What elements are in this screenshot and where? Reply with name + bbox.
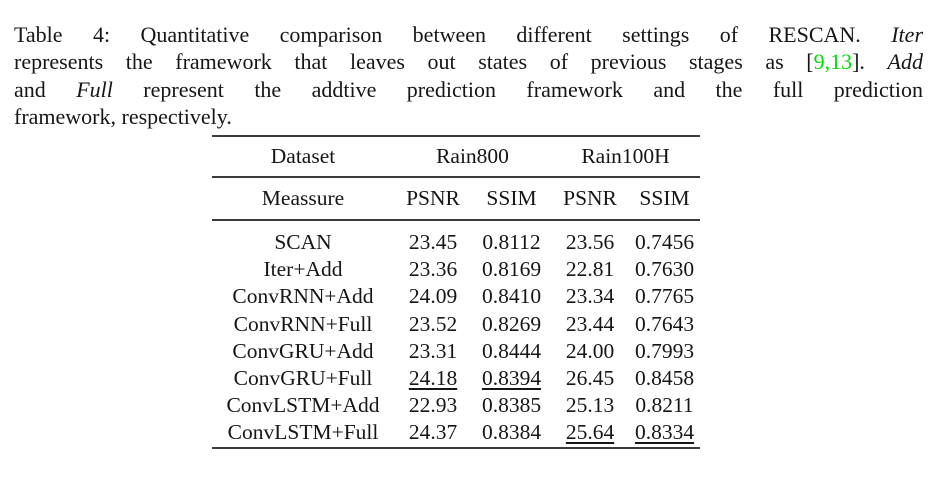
value-cell: 24.37 — [408, 420, 458, 445]
method-cell: ConvLSTM+Add — [226, 393, 380, 418]
value-cell: 0.8410 — [481, 284, 542, 309]
value-cell: 0.8269 — [481, 311, 542, 336]
header-psnr-rain100h: PSNR — [563, 186, 617, 210]
value-cell: 0.8169 — [481, 257, 542, 282]
table-row: ConvLSTM+Full 24.37 0.8384 25.64 0.8334 — [212, 419, 701, 448]
results-table: Dataset Rain800 Rain100H Meassure PSNR S… — [212, 135, 701, 449]
value-cell: 0.7993 — [634, 338, 695, 363]
table-row: ConvGRU+Add 23.31 0.8444 24.00 0.7993 — [212, 338, 700, 365]
caption-line-1: Table 4: Quantitative comparison between… — [14, 21, 923, 48]
method-cell: Iter+Add — [263, 257, 343, 282]
value-cell: 26.45 — [565, 366, 615, 391]
caption-italic-full: Full — [76, 76, 113, 102]
value-cell: 23.44 — [565, 311, 615, 336]
caption-text: represents the framework that leaves out… — [14, 49, 814, 75]
caption-italic-add: Add — [887, 49, 923, 75]
caption-line-4: framework, respectively. — [14, 103, 923, 130]
value-cell: 0.8385 — [481, 393, 542, 418]
header-group-rain100h: Rain100H — [581, 144, 670, 168]
caption-text: and — [14, 76, 77, 102]
header-row-datasets: Dataset Rain800 Rain100H — [212, 136, 701, 177]
value-cell: 22.81 — [565, 257, 615, 282]
table-row: Iter+Add 23.36 0.8169 22.81 0.7630 — [212, 256, 700, 283]
value-cell: 0.8211 — [635, 393, 694, 418]
value-cell: 23.56 — [565, 230, 615, 254]
value-cell: 24.18 — [408, 366, 458, 391]
value-cell: 0.7643 — [634, 311, 695, 336]
value-cell: 0.8444 — [481, 338, 542, 363]
value-cell: 0.8112 — [482, 230, 541, 254]
caption-text: ]. — [852, 49, 888, 75]
value-cell: 24.00 — [565, 338, 615, 363]
table-row: ConvGRU+Full 24.18 0.8394 26.45 0.8458 — [212, 365, 700, 392]
caption-text: Table 4: Quantitative comparison between… — [14, 22, 892, 47]
header-ssim-rain100h: SSIM — [639, 186, 690, 210]
table-row: ConvRNN+Full 23.52 0.8269 23.44 0.7643 — [212, 311, 700, 338]
value-cell: 23.45 — [408, 230, 458, 254]
method-cell: ConvRNN+Add — [232, 284, 374, 309]
value-cell: 0.7630 — [634, 257, 695, 282]
header-measure: Meassure — [261, 186, 345, 210]
method-cell: ConvLSTM+Full — [227, 420, 379, 445]
header-row-metrics: Meassure PSNR SSIM PSNR SSIM — [212, 177, 701, 220]
caption-line-2: represents the framework that leaves out… — [14, 48, 923, 75]
value-cell: 0.8334 — [634, 420, 695, 445]
value-cell: 25.13 — [565, 393, 615, 418]
caption-text: represent the addtive prediction framewo… — [112, 76, 923, 102]
method-cell: SCAN — [274, 230, 332, 254]
caption-text: framework, respectively. — [14, 104, 232, 130]
header-psnr-rain800: PSNR — [406, 186, 460, 210]
header-ssim-rain800: SSIM — [486, 186, 537, 210]
value-cell: 0.8458 — [634, 366, 695, 391]
value-cell: 0.8384 — [481, 420, 542, 445]
table-caption: Table 4: Quantitative comparison between… — [14, 21, 923, 131]
value-cell: 23.52 — [408, 311, 458, 336]
value-cell: 0.7456 — [634, 230, 695, 254]
value-cell: 25.64 — [565, 420, 615, 445]
caption-line-3: and Full represent the addtive predictio… — [14, 76, 923, 103]
method-cell: ConvGRU+Full — [233, 366, 373, 391]
value-cell: 23.34 — [565, 284, 615, 309]
table-row: ConvRNN+Add 24.09 0.8410 23.34 0.7765 — [212, 283, 700, 310]
header-group-rain800: Rain800 — [436, 144, 509, 168]
method-cell: ConvRNN+Full — [233, 311, 373, 336]
caption-italic-iter: Iter — [891, 22, 923, 47]
value-cell: 0.7765 — [634, 284, 695, 309]
table-row: ConvLSTM+Add 22.93 0.8385 25.13 0.8211 — [212, 392, 700, 419]
method-cell: ConvGRU+Add — [232, 338, 374, 363]
header-dataset: Dataset — [270, 144, 336, 168]
value-cell: 24.09 — [408, 284, 458, 309]
value-cell: 0.8394 — [481, 366, 542, 391]
citation-link[interactable]: 9,13 — [813, 49, 853, 75]
value-cell: 23.36 — [408, 257, 458, 282]
value-cell: 23.31 — [408, 338, 458, 363]
value-cell: 22.93 — [408, 393, 458, 418]
table-row: SCAN 23.45 0.8112 23.56 0.7456 — [212, 220, 700, 256]
